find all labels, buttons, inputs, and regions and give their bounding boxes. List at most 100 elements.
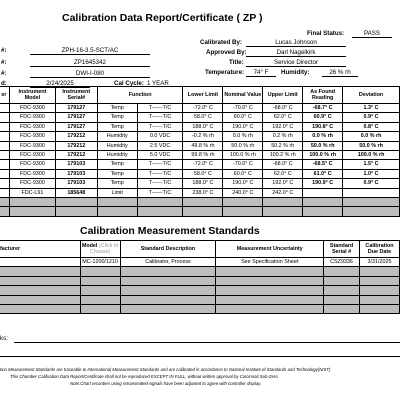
cell-lower-limit: 188.0° C (182, 121, 224, 133)
temperature-label: Temperature: (205, 69, 245, 76)
cell-nominal: 100.0 % rh (222, 149, 264, 161)
cell-serial: 179103 (54, 159, 98, 170)
cell-signal: 5.0 VDC (136, 149, 184, 161)
cell-deviation: 100.0 % rh (342, 149, 400, 161)
row-lead-cell (0, 168, 10, 180)
cell-signal: 0.0 VDC (136, 131, 184, 142)
std-description: Calibrator, Process (119, 256, 217, 268)
cell-nominal: 50.0 % rh (222, 140, 264, 151)
cell-upper-limit: 62.0° C (262, 168, 304, 180)
cell-model: FDC-9300 (8, 168, 56, 180)
cell-as-found: 190.9° C (302, 178, 344, 189)
cell-lower-limit: 188.0° C (182, 178, 224, 189)
row-lead-cell (0, 178, 10, 189)
std-header-serial: Standard Serial # (323, 240, 361, 258)
standards-header-row: facturer Model (Click to Choose) Standar… (0, 240, 400, 258)
cell-signal: T------T/C (136, 178, 184, 189)
cell-as-found: 100.0 % rh (302, 149, 344, 161)
footer-note: Note:Chart recorders using retransmitted… (70, 381, 262, 386)
cell-serial: 179127 (54, 102, 98, 114)
cell-signal: T------T/C (136, 121, 184, 133)
cell-lower-limit: 58.0° C (182, 168, 224, 180)
cell-nominal: 60.0° C (222, 168, 264, 180)
row-lead-cell (0, 121, 10, 133)
standards-row-empty (0, 294, 400, 305)
cell-signal: T------T/C (136, 187, 184, 198)
col-header-deviation: Deviation (342, 86, 400, 104)
cell-upper-limit: 192.0° C (262, 178, 304, 189)
model-choose-link[interactable]: (Click to Choose) (89, 242, 119, 255)
cell-upper-limit: -68.0° C (262, 102, 304, 114)
cell-model: FDC-L91 (8, 187, 56, 198)
calibration-data-table: er Instrument Model Instrument Serial# F… (0, 86, 400, 217)
cell-model: FDC-9300 (8, 149, 56, 161)
cell-deviation: 0.9° C (342, 112, 400, 123)
cell-upper-limit: 242.0° C (262, 187, 304, 198)
cell-lower-limit: 58.0° C (182, 112, 224, 123)
std-due-date: 3/31/2025 (359, 256, 400, 268)
footer-traceability: tion Measurement Standards are traceable… (0, 367, 331, 372)
approved-by-value: Darl Nagelkirk (246, 49, 346, 57)
std-header-due: Calibration Due Date (359, 240, 400, 258)
standards-row-empty (0, 303, 400, 315)
col-header-function: Function (96, 86, 184, 104)
remarks-line-1 (14, 342, 400, 343)
cell-as-found: 190.8° C (302, 121, 344, 133)
cell-nominal: 240.0° C (222, 187, 264, 198)
cell-as-found: 60.9° C (302, 112, 344, 123)
cell-model: FDC-9300 (8, 159, 56, 170)
header-left-label-3: #: (1, 70, 7, 77)
cell-signal: 2.5 VDC (136, 140, 184, 151)
cell-model: FDC-9300 (8, 131, 56, 142)
table-row: FDC-9300 179103 Temp T------T/C 188.0° C 190.… (0, 178, 400, 189)
cell-lower-limit: 49.8 % rh (182, 140, 224, 151)
cell-deviation: 50.0 % rh (342, 140, 400, 151)
remarks-line-2 (0, 356, 400, 357)
standards-row: MC-1200/1210 Calibrator, Process See Spe… (0, 256, 400, 268)
calibrated-by-value: Lucas Johnson (246, 39, 346, 47)
cell-serial: 179103 (54, 178, 98, 189)
cell-function: Temp (96, 112, 138, 123)
col-header-model: Instrument Model (8, 86, 56, 104)
table-row: FDC-9300 179127 Temp T------T/C 188.0° C 190.… (0, 121, 400, 133)
cell-function: Limit (96, 187, 138, 198)
table-row: FDC-9300 179212 Humidity 2.5 VDC 49.8 % rh 50… (0, 140, 400, 151)
row-lead-cell (0, 112, 10, 123)
std-manufacturer (0, 256, 81, 268)
col-header-as-found: As Found Reading (302, 86, 344, 104)
cell-model: FDC-9300 (8, 112, 56, 123)
cell-model: FDC-9300 (8, 102, 56, 114)
cal-cycle-value: 1 YEAR (147, 80, 169, 87)
std-serial: CSZ9336 (323, 256, 361, 268)
cell-serial: 179212 (54, 131, 98, 142)
col-header-serial: Instrument Serial# (54, 86, 98, 104)
table-row: FDC-9300 179103 Temp T------T/C 58.0° C 60.0°… (0, 168, 400, 180)
table-row: FDC-L91 185648 Limit T------T/C 238.0° C 240.… (0, 187, 400, 198)
cell-function: Temp (96, 168, 138, 180)
standards-row-empty (0, 285, 400, 296)
cell-upper-limit: 50.2 % rh (262, 140, 304, 151)
table-row: FDC-9300 179212 Humidity 0.0 VDC -0.2 % rh 0.… (0, 131, 400, 142)
cell-lower-limit: 99.8 % rh (182, 149, 224, 161)
cell-lower-limit: -72.0° C (182, 102, 224, 114)
final-status-label: Final Status: (307, 30, 345, 37)
cell-deviation: 0.0 % rh (342, 131, 400, 142)
table-row: FDC-9300 179103 Temp T------T/C -72.0° C -70.… (0, 159, 400, 170)
cell-signal: T------T/C (136, 159, 184, 170)
cell-deviation: 0.9° C (342, 178, 400, 189)
std-model-select[interactable]: MC-1200/1210 (79, 256, 121, 268)
header-left-value-2: ZP1645342 (30, 59, 150, 67)
remarks-label: ks: (0, 335, 8, 342)
cell-serial: 179127 (54, 112, 98, 123)
cell-function: Temp (96, 121, 138, 133)
cell-deviation (342, 187, 400, 198)
table-row: FDC-9300 179127 Temp T------T/C 58.0° C 60.0°… (0, 112, 400, 123)
col-header-er: er (0, 86, 10, 104)
cell-function: Temp (96, 102, 138, 114)
report-title: Calibration Data Report/Certificate ( ZP… (62, 12, 263, 24)
std-uncertainty: See Specification Sheet (215, 256, 325, 268)
cell-lower-limit: -72.0° C (182, 159, 224, 170)
cell-function: Humidity (96, 149, 138, 161)
standards-row-empty (0, 275, 400, 287)
cell-serial: 179212 (54, 149, 98, 161)
